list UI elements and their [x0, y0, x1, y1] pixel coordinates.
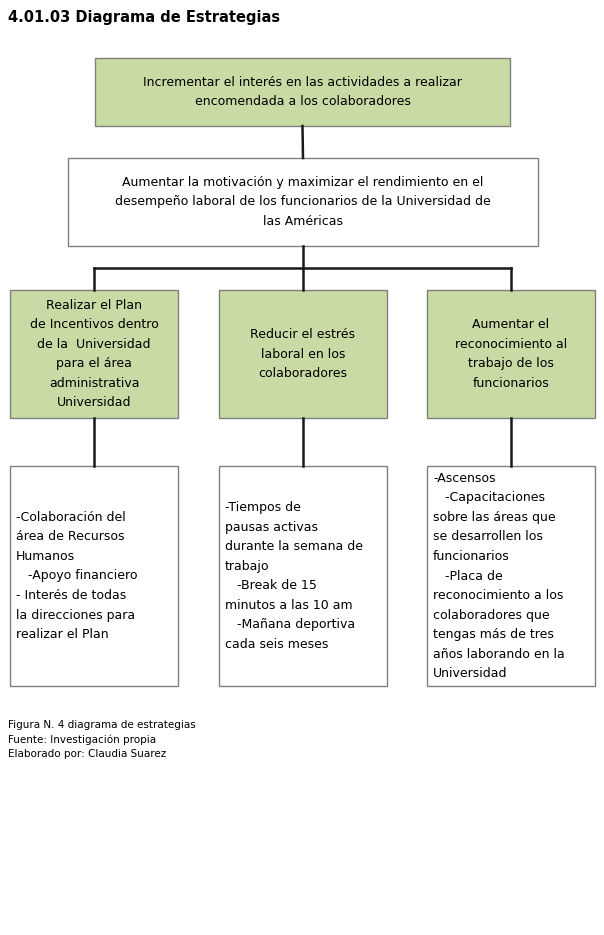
Text: Aumentar el
reconocimiento al
trabajo de los
funcionarios: Aumentar el reconocimiento al trabajo de…	[455, 318, 567, 390]
FancyBboxPatch shape	[219, 290, 387, 418]
Text: -Colaboración del
área de Recursos
Humanos
   -Apoyo financiero
- Interés de tod: -Colaboración del área de Recursos Human…	[16, 511, 138, 641]
FancyBboxPatch shape	[95, 58, 510, 126]
FancyBboxPatch shape	[427, 290, 595, 418]
Text: -Tiempos de
pausas activas
durante la semana de
trabajo
   -Break de 15
minutos : -Tiempos de pausas activas durante la se…	[225, 501, 363, 651]
FancyBboxPatch shape	[10, 466, 178, 686]
FancyBboxPatch shape	[427, 466, 595, 686]
Text: -Ascensos
   -Capacitaciones
sobre las áreas que
se desarrollen los
funcionarios: -Ascensos -Capacitaciones sobre las área…	[433, 472, 565, 680]
Text: Reducir el estrés
laboral en los
colaboradores: Reducir el estrés laboral en los colabor…	[251, 328, 356, 380]
FancyBboxPatch shape	[219, 466, 387, 686]
Text: Aumentar la motivación y maximizar el rendimiento en el
desempeño laboral de los: Aumentar la motivación y maximizar el re…	[115, 176, 491, 228]
FancyBboxPatch shape	[10, 290, 178, 418]
Text: Figura N. 4 diagrama de estrategias
Fuente: Investigación propia
Elaborado por: : Figura N. 4 diagrama de estrategias Fuen…	[8, 720, 196, 758]
Text: 4.01.03 Diagrama de Estrategias: 4.01.03 Diagrama de Estrategias	[8, 10, 280, 25]
FancyBboxPatch shape	[68, 158, 538, 246]
Text: Incrementar el interés en las actividades a realizar
encomendada a los colaborad: Incrementar el interés en las actividade…	[143, 76, 462, 108]
Text: Realizar el Plan
de Incentivos dentro
de la  Universidad
para el área
administra: Realizar el Plan de Incentivos dentro de…	[30, 299, 158, 410]
